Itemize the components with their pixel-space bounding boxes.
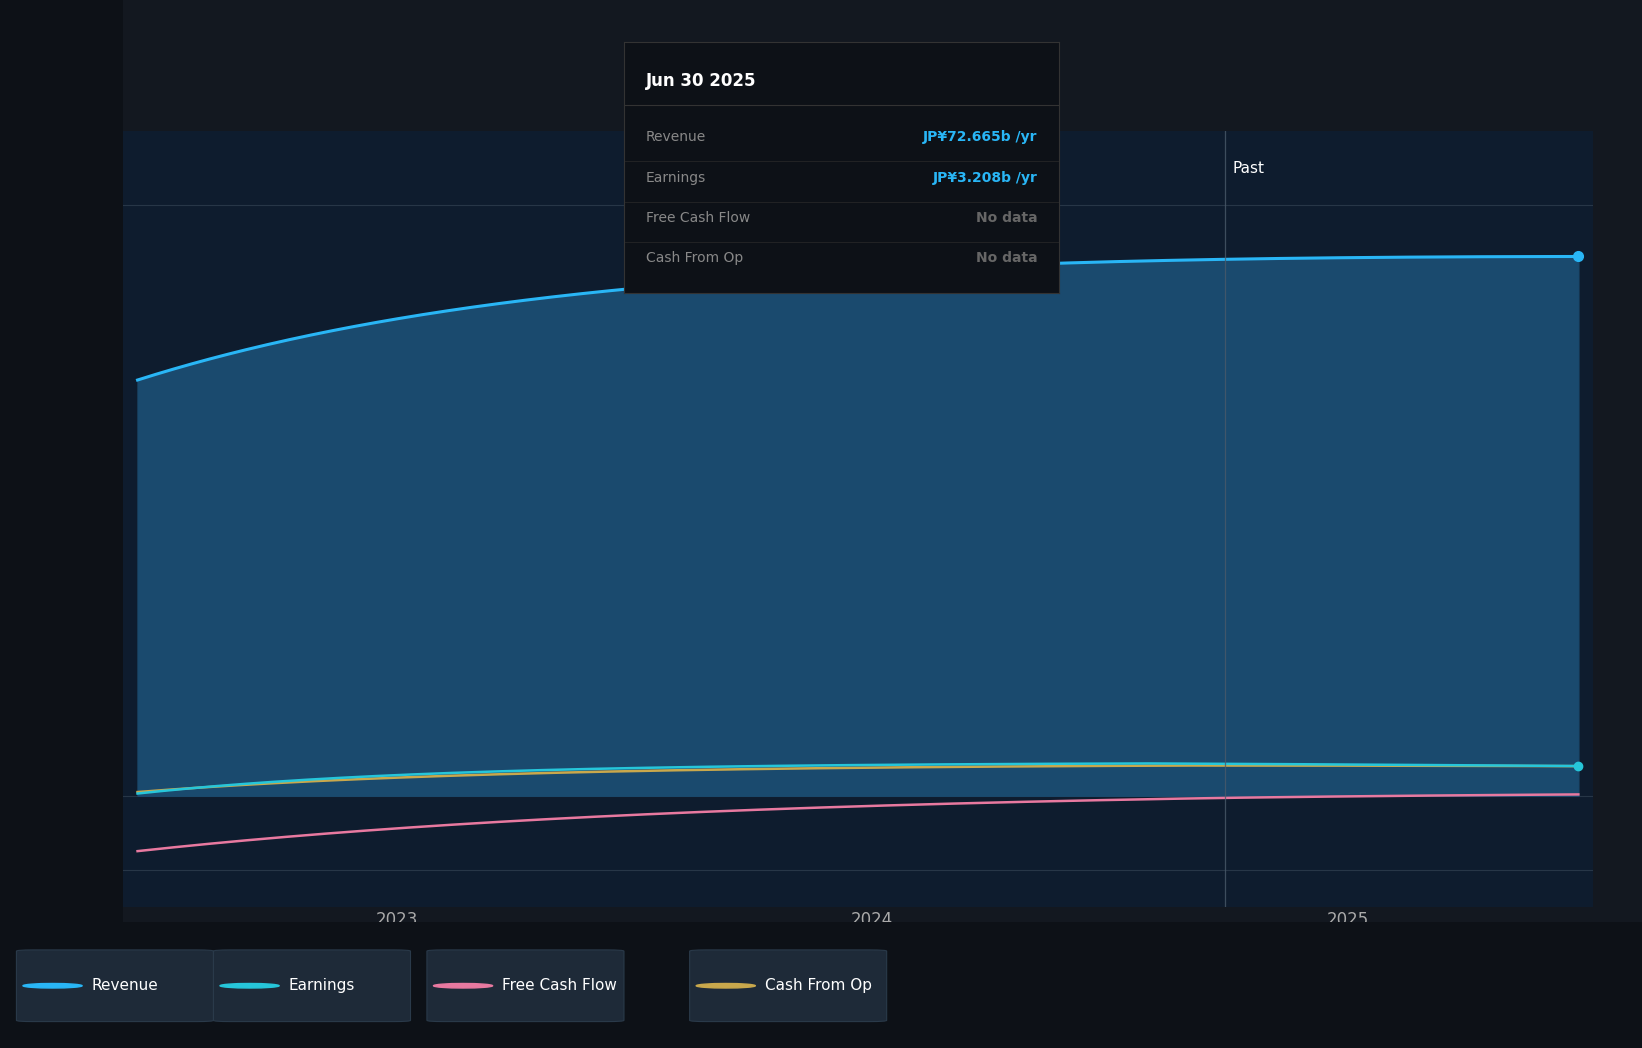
Circle shape [220,983,279,988]
FancyBboxPatch shape [213,949,410,1022]
Text: Past: Past [1233,160,1264,176]
Text: Revenue: Revenue [645,131,706,145]
FancyBboxPatch shape [427,949,624,1022]
Text: JP¥3.208b /yr: JP¥3.208b /yr [933,171,1038,184]
Text: Earnings: Earnings [645,171,706,184]
FancyBboxPatch shape [16,949,213,1022]
Text: No data: No data [975,252,1038,265]
Text: Cash From Op: Cash From Op [645,252,742,265]
Text: Earnings: Earnings [289,978,355,994]
Text: Cash From Op: Cash From Op [765,978,872,994]
Text: Free Cash Flow: Free Cash Flow [502,978,617,994]
Text: JP¥72.665b /yr: JP¥72.665b /yr [923,131,1038,145]
FancyBboxPatch shape [690,949,887,1022]
Text: No data: No data [975,211,1038,225]
Circle shape [23,983,82,988]
Text: Revenue: Revenue [92,978,159,994]
Circle shape [696,983,755,988]
Text: Jun 30 2025: Jun 30 2025 [645,72,757,90]
Circle shape [433,983,493,988]
Text: Free Cash Flow: Free Cash Flow [645,211,750,225]
